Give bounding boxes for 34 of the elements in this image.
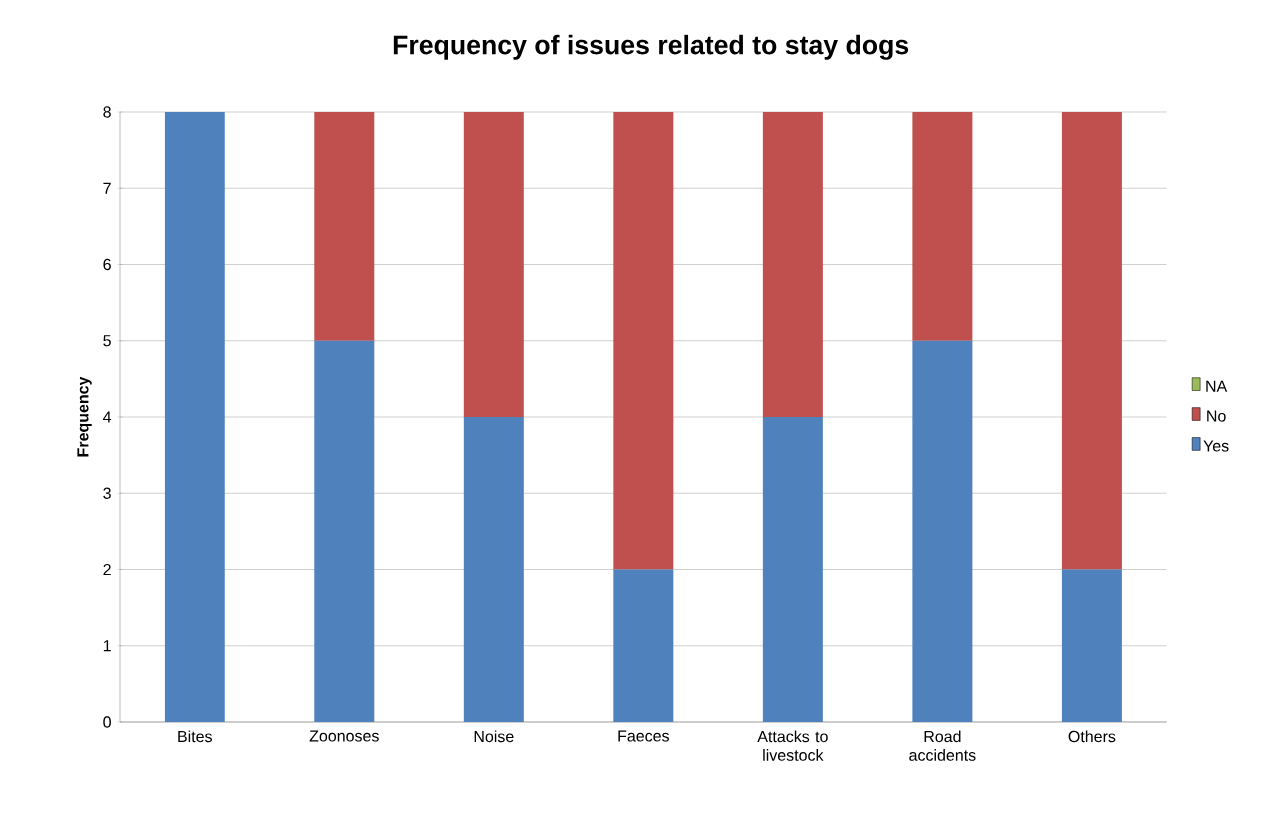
legend-label: No (1207, 410, 1226, 422)
bar (613, 112, 674, 570)
x-tick-label: Bites (178, 730, 212, 743)
x-tick-label: Noise (474, 730, 514, 743)
bar (164, 112, 225, 722)
bar (613, 569, 674, 722)
x-tick-label: Zoonoses (309, 730, 379, 742)
y-tick-label: 6 (103, 258, 111, 271)
x-tick-label: Attacks to livestock (757, 730, 828, 761)
bar (762, 112, 823, 417)
y-tick-label: 8 (103, 106, 111, 118)
bar (314, 340, 375, 722)
chart-title: Frequency of issues related to stay dogs (393, 34, 909, 60)
y-axis-title: Frequency (77, 376, 92, 457)
y-tick-label: 2 (103, 563, 111, 576)
x-tick-label: Others (1068, 730, 1116, 743)
y-tick-label: 3 (103, 487, 111, 499)
bar (762, 417, 823, 722)
x-tick-label: Faeces (618, 730, 669, 742)
bar (1061, 112, 1122, 570)
y-tick-label: 7 (103, 182, 111, 194)
y-tick-label: 5 (103, 335, 111, 347)
bar (912, 340, 973, 722)
bar (463, 417, 524, 722)
y-tick-label: 1 (103, 640, 111, 652)
legend-label: Yes (1203, 440, 1229, 452)
bar (314, 112, 375, 341)
y-tick-label: 4 (103, 411, 112, 423)
x-tick-label: Road accidents (909, 730, 976, 761)
bar (912, 112, 973, 341)
legend-label: NA (1206, 380, 1228, 392)
y-tick-label: 0 (103, 716, 111, 728)
bar (1061, 569, 1122, 722)
bar (463, 112, 524, 417)
